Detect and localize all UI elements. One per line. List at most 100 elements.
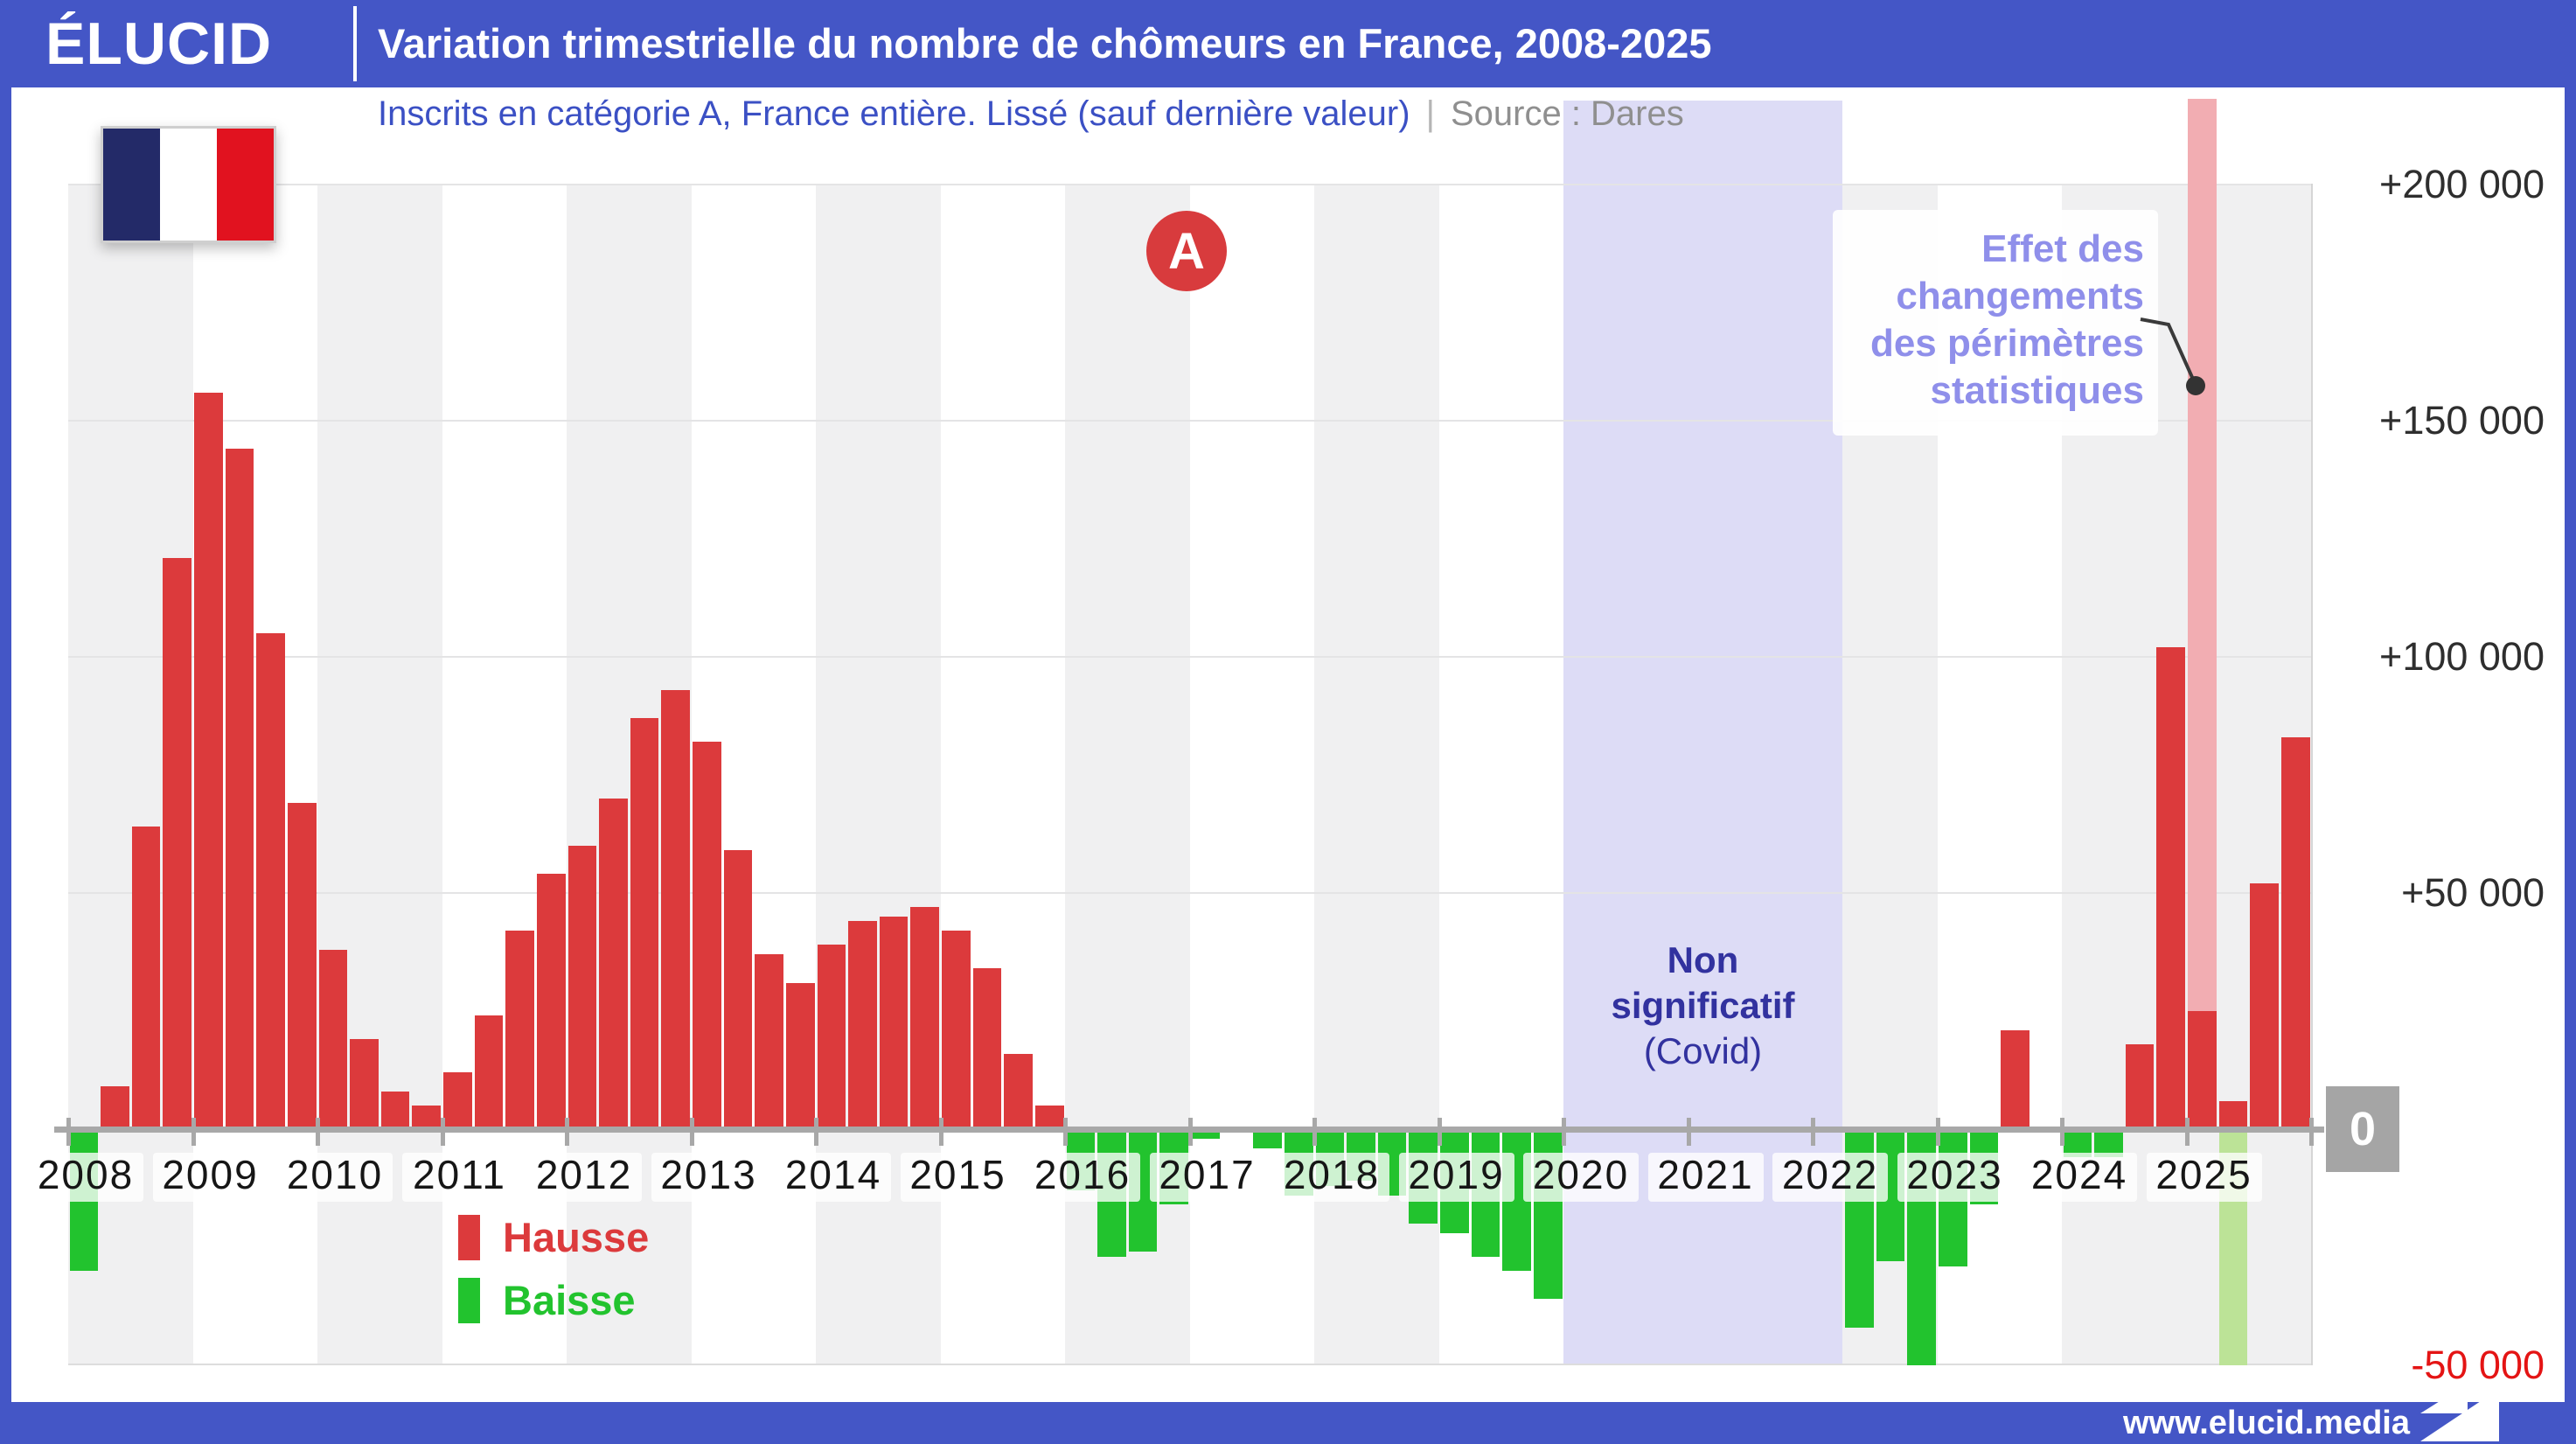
subtitle-source: Source : Dares	[1450, 94, 1684, 133]
bar-2015-T3	[1004, 1053, 1033, 1129]
year-tick	[1935, 1118, 1940, 1146]
legend: Hausse Baisse	[458, 1213, 649, 1339]
x-axis-label-2013: 2013	[660, 1152, 757, 1197]
bar-2013-T4	[785, 982, 815, 1129]
year-label-chip	[900, 1153, 1016, 1202]
subtitle-separator: |	[1425, 94, 1435, 133]
category-a-badge: A	[1146, 211, 1227, 291]
bar-2010-T4	[412, 1106, 441, 1129]
year-label-chip	[277, 1153, 393, 1202]
year-label-chip	[526, 1153, 642, 1202]
bar-2015-T4	[1034, 1106, 1064, 1129]
year-label-chip	[1897, 1153, 2013, 1202]
flag-stripe-red	[217, 129, 274, 241]
bar-2008-T2	[101, 1086, 129, 1129]
bar-2010-T3	[380, 1091, 410, 1129]
bar-2025-T1	[2188, 1011, 2217, 1129]
bar-2009-T2	[225, 449, 254, 1129]
footer-bar	[0, 1402, 2576, 1444]
bar-2012-T4	[661, 689, 690, 1129]
bar-2012-T2	[599, 799, 628, 1129]
bar-2008-T4	[163, 557, 191, 1129]
bar-2023-T3	[2001, 1029, 2029, 1129]
x-axis-label-2025: 2025	[2155, 1152, 2252, 1197]
elucid-logo: ÉLUCID	[45, 10, 273, 77]
year-label-chip	[1647, 1153, 1764, 1202]
bar-2015-T2	[972, 968, 1002, 1129]
x-axis-label-2016: 2016	[1034, 1152, 1131, 1197]
bar-2011-T2	[474, 1015, 504, 1129]
x-axis-label-2020: 2020	[1532, 1152, 1630, 1197]
x-axis-label-2023: 2023	[1906, 1152, 2003, 1197]
year-label-chip	[152, 1153, 268, 1202]
bar-2011-T3	[505, 931, 534, 1129]
x-axis-label-2022: 2022	[1781, 1152, 1879, 1197]
bar-2024-T1	[2063, 1129, 2092, 1158]
elucid-flag-icon	[2420, 1384, 2499, 1441]
year-tick	[440, 1118, 445, 1146]
annotation-line2: changements	[1896, 275, 2144, 317]
footer-url: www.elucid.media	[2122, 1405, 2410, 1441]
year-label-chip	[1025, 1153, 1140, 1202]
year-tick	[1811, 1118, 1815, 1146]
year-label-chip	[651, 1153, 767, 1202]
bar-2010-T2	[350, 1039, 379, 1129]
year-label-chip	[1523, 1153, 1639, 1202]
page-title: Variation trimestrielle du nombre de chô…	[378, 20, 1712, 66]
covid-label-line2: significatif	[1611, 985, 1795, 1026]
year-label-chip	[1398, 1153, 1514, 1202]
year-label-chip	[28, 1153, 143, 1202]
x-axis-label-2019: 2019	[1408, 1152, 1505, 1197]
perimeter-up-bar-2025-T1	[2188, 99, 2217, 1129]
bar-2025-T3	[2250, 883, 2279, 1129]
bar-2013-T3	[755, 954, 783, 1129]
gridline-200000	[68, 184, 2311, 185]
gridline-50000	[68, 892, 2311, 894]
subtitle-main: Inscrits en catégorie A, France entière.…	[378, 94, 1410, 133]
x-axis-label-2014: 2014	[784, 1152, 882, 1197]
year-tick	[1063, 1118, 1068, 1146]
bar-2017-T1	[1191, 1129, 1220, 1139]
year-label-chip	[2146, 1153, 2262, 1202]
x-axis-label-2015: 2015	[909, 1152, 1006, 1197]
year-tick	[66, 1118, 71, 1146]
year-tick	[814, 1118, 818, 1146]
y-axis-label-+100 000: +100 000	[2379, 634, 2545, 679]
x-axis-label-2008: 2008	[37, 1152, 135, 1197]
annotation-line4: statistiques	[1930, 369, 2144, 412]
right-frame-border	[2565, 0, 2576, 1444]
bar-2010-T1	[318, 949, 348, 1129]
bar-2014-T1	[817, 945, 846, 1129]
year-tick	[191, 1118, 196, 1146]
year-label-chip	[2022, 1153, 2137, 1202]
legend-item-hausse: Hausse	[458, 1213, 649, 1261]
bar-2013-T2	[723, 850, 753, 1129]
y-axis-label-+200 000: +200 000	[2379, 162, 2545, 206]
bar-2014-T2	[848, 921, 877, 1129]
x-axis-label-2021: 2021	[1657, 1152, 1754, 1197]
bar-2012-T1	[567, 846, 597, 1129]
flag-stripe-blue	[103, 129, 160, 241]
year-tick	[1312, 1118, 1317, 1146]
bar-2009-T4	[287, 803, 317, 1129]
header-bar: ÉLUCID Variation trimestrielle du nombre…	[0, 0, 2576, 87]
year-tick	[2184, 1118, 2190, 1146]
x-axis-label-2018: 2018	[1283, 1152, 1381, 1197]
bar-2024-T2	[2094, 1129, 2123, 1158]
bar-2015-T1	[942, 931, 971, 1129]
year-tick	[565, 1118, 569, 1146]
covid-band-label: Non significatif (Covid)	[1563, 938, 1842, 1074]
hausse-swatch	[458, 1214, 480, 1260]
year-tick	[2309, 1118, 2314, 1146]
year-tick	[1437, 1118, 1442, 1146]
bar-2014-T3	[879, 917, 909, 1129]
year-tick	[689, 1118, 694, 1146]
bar-2009-T1	[194, 392, 223, 1129]
y-axis-label-+50 000: +50 000	[2401, 870, 2545, 915]
covid-label-line1: Non	[1667, 939, 1739, 980]
annotation-line3: des périmètres	[1869, 322, 2144, 365]
bar-2024-T4	[2156, 647, 2185, 1129]
